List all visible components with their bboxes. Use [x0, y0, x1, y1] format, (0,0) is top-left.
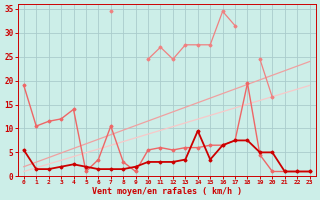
X-axis label: Vent moyen/en rafales ( km/h ): Vent moyen/en rafales ( km/h )	[92, 187, 242, 196]
